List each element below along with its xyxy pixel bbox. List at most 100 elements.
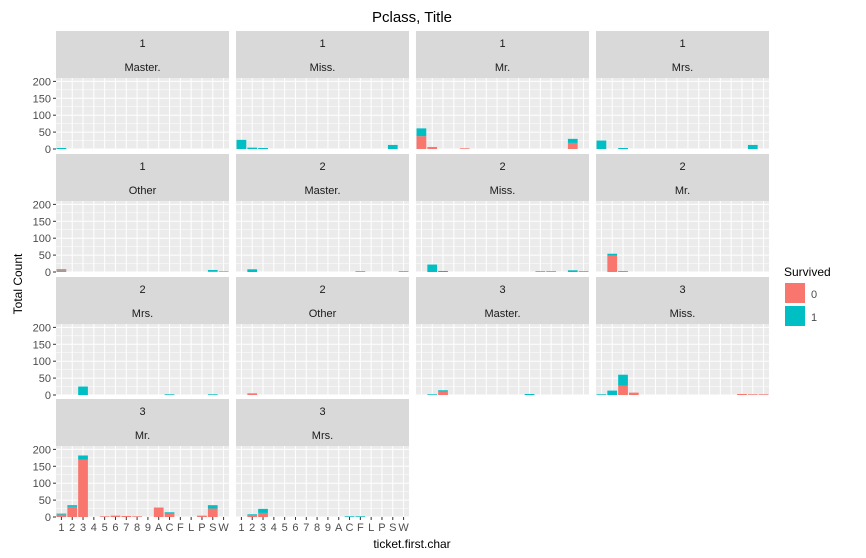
bar-survived-1 — [618, 374, 628, 386]
x-tick-label: 6 — [112, 522, 118, 534]
y-tick-label: 200 — [33, 322, 51, 334]
x-tick-label: 4 — [271, 522, 277, 534]
y-tick-label: 0 — [45, 512, 51, 524]
bar-survived-0 — [747, 394, 758, 395]
bar-survived-0 — [737, 393, 747, 395]
bar-survived-0 — [56, 270, 67, 272]
bar-survived-1 — [618, 147, 628, 149]
bar-survived-0 — [153, 507, 164, 517]
y-tick-label: 200 — [33, 76, 51, 88]
bar-survived-0 — [56, 514, 67, 517]
facet-strip — [236, 154, 409, 201]
bar-survived-1 — [596, 394, 607, 395]
bar-survived-0 — [459, 148, 470, 149]
strip-pclass: 1 — [679, 38, 685, 50]
bar-survived-0 — [607, 255, 618, 272]
bar-survived-0 — [427, 146, 438, 149]
bar-survived-0 — [164, 513, 175, 517]
bar-survived-1 — [387, 144, 398, 149]
facet-panels: 1 Master. 1 Miss. 1 Mr. 1 Mrs. 1 Other 2 Master. 2 Mi… — [56, 31, 769, 518]
bar-survived-1 — [247, 147, 258, 149]
bar-survived-1 — [207, 505, 218, 509]
x-tick-label: A — [335, 522, 343, 534]
bar-survived-1 — [524, 393, 535, 395]
strip-title: Miss. — [490, 185, 516, 197]
y-tick-label: 0 — [45, 390, 51, 402]
x-tick-label: 9 — [325, 522, 331, 534]
strip-pclass: 1 — [139, 161, 145, 173]
bar-survived-0 — [247, 393, 258, 395]
x-tick-label: L — [188, 522, 194, 534]
facet-strip — [416, 154, 589, 201]
y-tick-label: 100 — [33, 356, 51, 368]
strip-title: Master. — [124, 62, 160, 74]
bar-survived-1 — [355, 516, 366, 517]
bar-survived-1 — [164, 394, 175, 395]
legend-label-0: 0 — [811, 289, 817, 301]
x-tick-label: 3 — [80, 522, 86, 534]
facet-strip — [236, 277, 409, 324]
facet-strip — [236, 31, 409, 78]
bar-survived-0 — [99, 516, 110, 517]
strip-pclass: 3 — [679, 284, 685, 296]
x-tick-label: L — [368, 522, 374, 534]
facet-strip — [416, 31, 589, 78]
x-tick-label: 5 — [282, 522, 288, 534]
bar-survived-0 — [438, 391, 448, 395]
x-tick-label: S — [209, 522, 216, 534]
bar-survived-0 — [618, 385, 628, 395]
bar-survived-1 — [56, 269, 67, 271]
y-tick-label: 0 — [45, 267, 51, 279]
strip-pclass: 1 — [139, 38, 145, 50]
y-tick-label: 200 — [33, 444, 51, 456]
bar-survived-0 — [218, 271, 229, 272]
legend: Survived 0 1 — [784, 265, 831, 326]
strip-title: Mr. — [495, 62, 510, 74]
y-tick-label: 100 — [33, 478, 51, 490]
y-axes: 0 50 100 150 200 0 50 100 150 200 0 50 100 150 200 0 50 1… — [33, 76, 56, 524]
facet-strip — [596, 154, 769, 201]
x-tick-label: F — [177, 522, 184, 534]
bar-survived-0 — [207, 508, 218, 517]
strip-pclass: 3 — [499, 284, 505, 296]
strip-pclass: 1 — [499, 38, 505, 50]
bar-survived-0 — [78, 459, 88, 517]
strip-title: Mr. — [675, 185, 690, 197]
bar-survived-1 — [546, 271, 557, 272]
bar-survived-1 — [438, 270, 448, 272]
y-tick-label: 200 — [33, 199, 51, 211]
bar-survived-0 — [247, 515, 258, 517]
bar-survived-1 — [207, 269, 218, 271]
panel-background — [236, 78, 409, 149]
legend-key-0 — [785, 283, 805, 303]
x-tick-label: 4 — [91, 522, 97, 534]
panel-background — [236, 201, 409, 272]
bar-survived-1 — [427, 394, 438, 395]
panel-background — [596, 78, 769, 149]
bar-survived-1 — [56, 147, 67, 149]
x-tick-label: S — [389, 522, 396, 534]
panel-background — [56, 324, 229, 395]
bar-survived-1 — [416, 128, 427, 137]
x-tick-label: 2 — [249, 522, 255, 534]
bar-survived-1 — [258, 147, 268, 149]
y-tick-label: 50 — [39, 127, 51, 139]
x-tick-label: A — [155, 522, 163, 534]
bar-survived-0 — [207, 270, 218, 272]
y-tick-label: 150 — [33, 339, 51, 351]
panel-background — [236, 324, 409, 395]
chart-title: Pclass, Title — [372, 9, 452, 26]
bar-survived-1 — [427, 264, 438, 272]
strip-pclass: 2 — [319, 161, 325, 173]
y-tick-label: 150 — [33, 216, 51, 228]
strip-pclass: 3 — [319, 406, 325, 418]
y-tick-label: 0 — [45, 144, 51, 156]
strip-title: Mrs. — [672, 62, 693, 74]
y-tick-label: 150 — [33, 93, 51, 105]
strip-pclass: 2 — [139, 284, 145, 296]
facet-strip — [56, 154, 229, 201]
panel-background — [416, 78, 589, 149]
x-tick-label: C — [166, 522, 174, 534]
